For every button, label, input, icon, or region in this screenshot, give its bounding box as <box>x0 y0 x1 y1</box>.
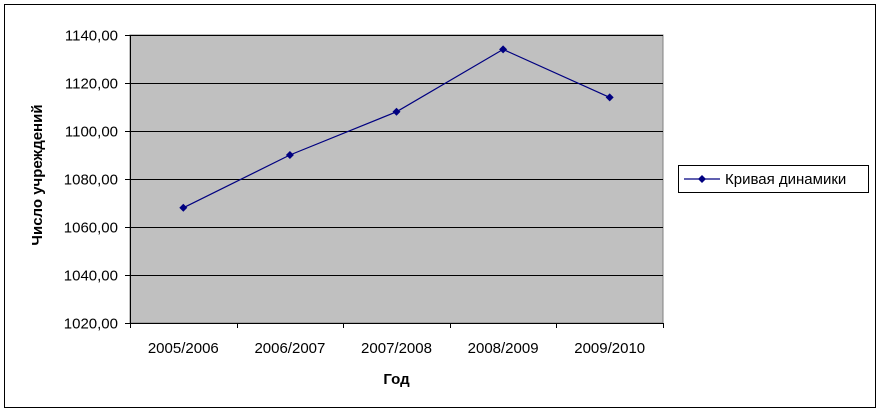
y-tick-label: 1120,00 <box>65 76 118 93</box>
gridlines <box>125 35 663 324</box>
legend-label: Кривая динамики <box>725 171 846 188</box>
y-tick-label: 1100,00 <box>65 124 118 141</box>
x-tick-label: 2008/2009 <box>468 340 539 357</box>
y-axis-title: Число учреждений <box>29 104 46 245</box>
x-tick-label: 2007/2008 <box>361 340 432 357</box>
data-point-marker <box>499 45 508 54</box>
data-point-marker <box>392 107 401 116</box>
data-point-marker <box>285 151 294 159</box>
y-tick-label: 1060,00 <box>64 220 118 237</box>
x-tick-label: 2005/2006 <box>148 340 219 357</box>
y-tick-label: 1140,00 <box>65 28 118 45</box>
y-tick-label: 1080,00 <box>64 172 118 189</box>
y-tick-label: 1020,00 <box>64 316 118 333</box>
data-point-marker <box>605 93 614 102</box>
legend: Кривая динамики <box>678 165 869 193</box>
axes <box>130 35 664 328</box>
data-point-marker <box>179 203 188 212</box>
legend-marker <box>698 175 706 183</box>
series-layer <box>179 45 614 212</box>
y-tick-labels: 1020,00 1040,00 1060,00 1080,00 1100,00 1120,… <box>64 28 118 333</box>
y-tick-label: 1040,00 <box>64 268 118 285</box>
x-tick-labels: 2005/2006 2006/2007 2007/2008 2008/2009 2009… <box>148 340 645 357</box>
x-axis-title: Год <box>383 371 410 388</box>
x-tick-label: 2009/2010 <box>574 340 645 357</box>
x-tick-label: 2006/2007 <box>254 340 325 357</box>
